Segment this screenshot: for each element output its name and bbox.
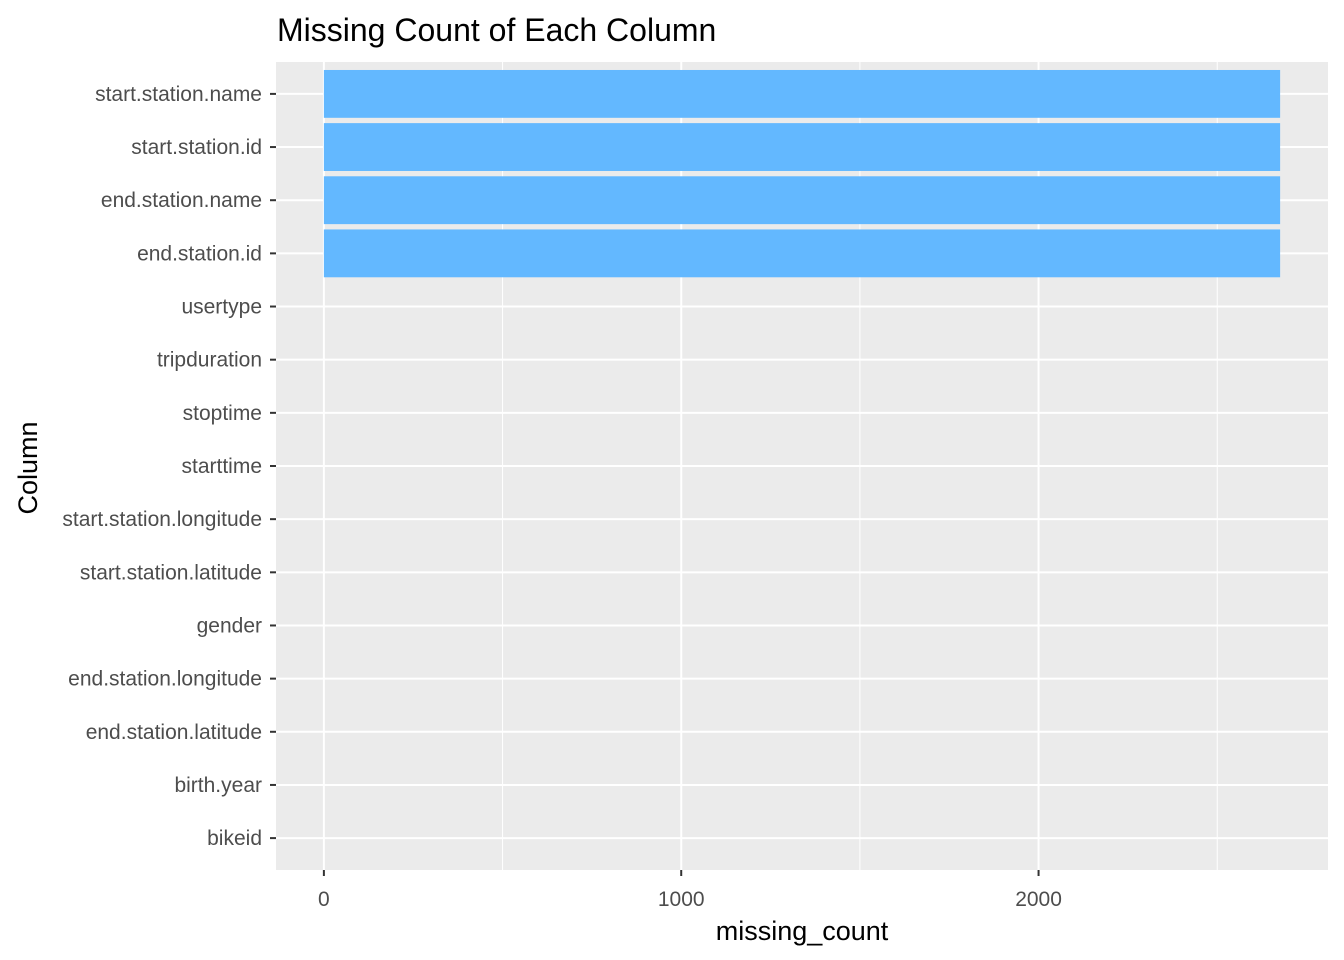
- x-tick-label: 1000: [658, 888, 705, 911]
- y-tick-label: start.station.latitude: [80, 561, 262, 584]
- y-tick-label: end.station.name: [101, 189, 262, 212]
- bar-start-station-name: [323, 69, 1281, 118]
- y-tick-label: end.station.longitude: [68, 668, 262, 691]
- y-tick-label: birth.year: [174, 774, 262, 797]
- y-axis-title: Column: [13, 421, 43, 514]
- x-tick-label: 0: [318, 888, 330, 911]
- y-tick-label: stoptime: [183, 402, 262, 425]
- bars: [323, 69, 1281, 278]
- y-tick-label: start.station.longitude: [62, 508, 262, 531]
- y-tick-label: usertype: [181, 296, 262, 319]
- y-tick-label: end.station.latitude: [86, 721, 262, 744]
- y-tick-label: starttime: [181, 455, 262, 478]
- bar-start-station-id: [323, 123, 1281, 171]
- y-tick-label: gender: [197, 614, 262, 637]
- x-tick-label: 2000: [1015, 888, 1062, 911]
- y-tick-label: start.station.name: [95, 83, 262, 106]
- y-axis: start.station.name start.station.id end.st…: [62, 83, 276, 850]
- x-axis-title: missing_count: [716, 916, 889, 946]
- y-tick-label: start.station.id: [131, 136, 262, 159]
- x-axis: 0 1000 2000: [318, 870, 1062, 911]
- y-tick-label: bikeid: [207, 827, 262, 850]
- y-tick-label: tripduration: [157, 349, 262, 372]
- bar-end-station-name: [323, 176, 1281, 225]
- bar-end-station-id: [323, 229, 1281, 278]
- chart-title: Missing Count of Each Column: [277, 12, 716, 48]
- y-tick-label: end.station.id: [137, 242, 262, 265]
